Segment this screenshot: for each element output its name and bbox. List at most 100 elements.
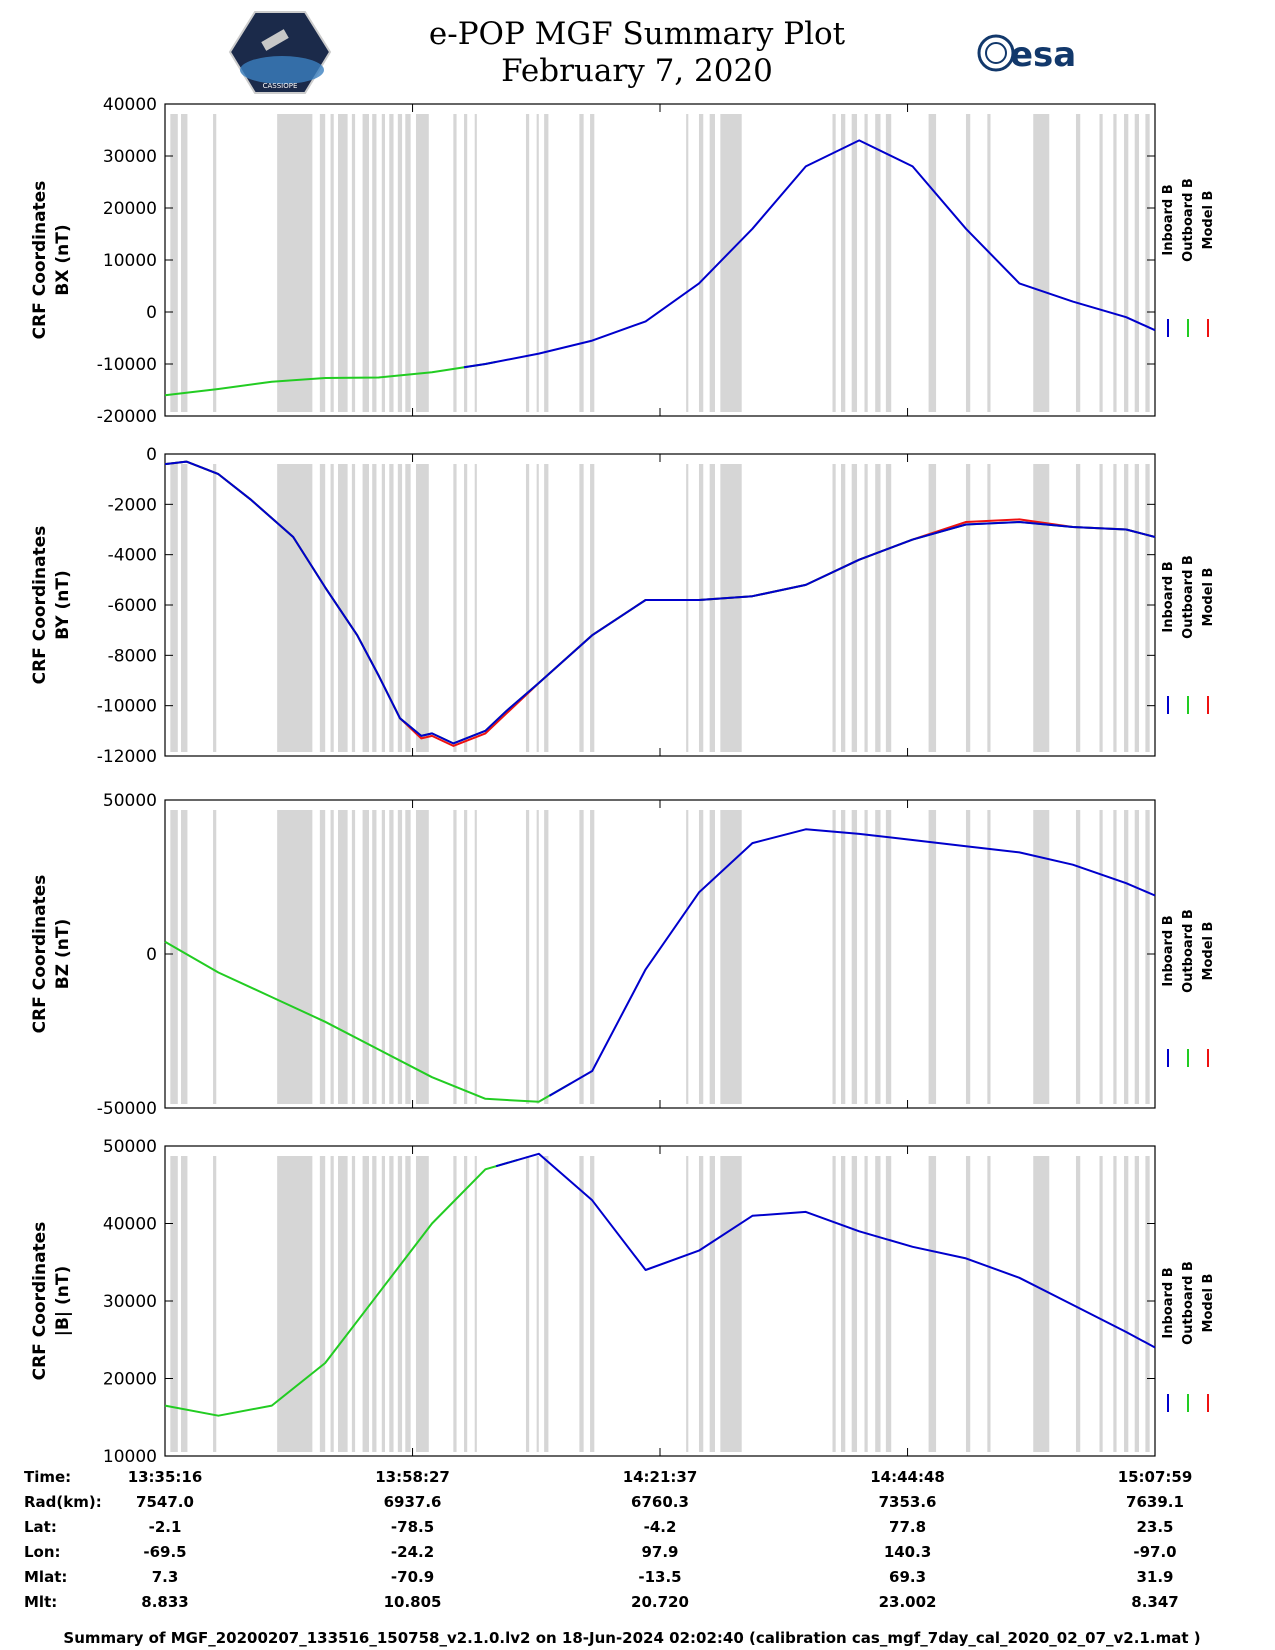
info-row-label: Mlt:: [24, 1593, 57, 1611]
gap-band: [362, 114, 369, 412]
series-line-outboard-b: [164, 460, 1156, 745]
gap-band: [841, 114, 846, 412]
y-tick-label: 20000: [103, 199, 157, 219]
gap-band: [213, 464, 217, 752]
gap-band: [965, 464, 971, 752]
gap-band: [832, 1156, 836, 1452]
legend-label-inboard-b: Inboard B: [1161, 184, 1176, 255]
gap-band: [1033, 810, 1050, 1104]
panel-magbmag: 10000 20000 30000 40000 50000 CRF Coordinates…: [30, 1137, 1216, 1467]
gap-band: [474, 464, 477, 752]
y-tick-label: -50000: [97, 1099, 157, 1119]
gap-band: [832, 114, 836, 412]
gap-band: [875, 1156, 881, 1452]
gap-band: [1075, 810, 1081, 1104]
y-tick-label: 20000: [103, 1370, 157, 1390]
gap-band: [698, 810, 704, 1104]
gap-band: [170, 1156, 178, 1452]
gap-band: [181, 810, 188, 1104]
gap-band: [381, 1156, 385, 1452]
gap-band: [841, 464, 846, 752]
gap-band: [453, 1156, 457, 1452]
panel-bz: -50000 0 50000 CRF Coordinates BZ (nT) Inboar…: [30, 791, 1216, 1119]
gap-band: [351, 1156, 356, 1452]
gap-band: [686, 1156, 689, 1452]
gap-band: [1134, 810, 1139, 1104]
gap-band: [381, 810, 385, 1104]
esa-logo-text: esa: [1010, 35, 1076, 75]
gap-band: [525, 810, 530, 1104]
y-axis-label: CRF Coordinates: [30, 526, 50, 685]
gap-band: [1099, 114, 1103, 412]
y-tick-label: -20000: [97, 407, 157, 427]
info-value: -2.1: [149, 1518, 182, 1536]
info-row-label: Mlat:: [24, 1568, 67, 1586]
gap-band: [330, 464, 334, 752]
y-axis-label: CRF Coordinates: [30, 875, 50, 1034]
gap-band: [536, 810, 539, 1104]
gap-band: [213, 810, 217, 1104]
gap-band: [1099, 1156, 1103, 1452]
gap-band: [709, 114, 715, 412]
gap-band: [709, 1156, 715, 1452]
y-axis-label: CRF Coordinates: [30, 1222, 50, 1381]
series-line-outboard-b: [164, 940, 572, 1103]
gap-band: [1145, 464, 1150, 752]
panel-by: -12000 -10000 -8000 -6000 -4000 -2000 0 CRF Coo…: [30, 445, 1216, 767]
gap-band: [832, 810, 836, 1104]
legend: Inboard B Outboard B Model B: [1161, 1261, 1216, 1412]
y-tick-label: 30000: [103, 147, 157, 167]
gap-band: [928, 114, 937, 412]
gap-band: [474, 1156, 477, 1452]
gap-band: [389, 464, 394, 752]
gap-band: [330, 114, 334, 412]
gap-band: [464, 114, 468, 412]
gap-band: [170, 464, 178, 752]
footer-caption: Summary of MGF_20200207_133516_150758_v2…: [63, 1629, 1200, 1647]
info-value: 7.3: [152, 1568, 179, 1586]
orbit-info-table: Time: 13:35:16 13:58:27 14:21:37 14:44:48 15:…: [24, 1468, 1192, 1611]
gap-band: [720, 464, 742, 752]
gap-band: [464, 1156, 468, 1452]
gap-band: [1145, 1156, 1150, 1452]
info-value: -97.0: [1133, 1543, 1176, 1561]
gap-band: [536, 1156, 539, 1452]
gap-band: [389, 114, 394, 412]
gap-band: [579, 114, 584, 412]
legend-label-outboard-b: Outboard B: [1181, 555, 1196, 639]
gap-band: [832, 464, 836, 752]
gap-band: [1075, 114, 1081, 412]
gap-band: [397, 114, 403, 412]
gap-band: [1033, 1156, 1050, 1452]
gap-band: [338, 464, 348, 752]
info-value: 15:07:59: [1118, 1468, 1193, 1486]
info-value: 140.3: [884, 1543, 931, 1561]
gap-band: [372, 114, 377, 412]
y-axis-label: BY (nT): [53, 570, 73, 640]
gap-band: [590, 1156, 595, 1452]
gap-band: [213, 114, 217, 412]
info-value: -70.9: [391, 1568, 434, 1586]
gap-band: [319, 114, 326, 412]
gap-band: [397, 464, 403, 752]
legend-label-model-b: Model B: [1201, 568, 1216, 627]
gap-band: [709, 464, 715, 752]
data-gap-shading: [170, 1156, 1150, 1452]
gap-band: [338, 114, 348, 412]
gap-band: [698, 114, 704, 412]
gap-band: [841, 1156, 846, 1452]
gap-band: [885, 464, 892, 752]
y-tick-label: 50000: [103, 1137, 157, 1157]
gap-band: [181, 114, 188, 412]
gap-band: [987, 810, 991, 1104]
info-value: 31.9: [1136, 1568, 1173, 1586]
gap-band: [453, 810, 457, 1104]
gap-band: [453, 464, 457, 752]
info-value: -69.5: [143, 1543, 186, 1561]
info-value: 8.347: [1131, 1593, 1178, 1611]
y-tick-label: -8000: [108, 646, 157, 666]
info-value: 69.3: [889, 1568, 926, 1586]
gap-band: [474, 114, 477, 412]
gap-band: [579, 464, 584, 752]
